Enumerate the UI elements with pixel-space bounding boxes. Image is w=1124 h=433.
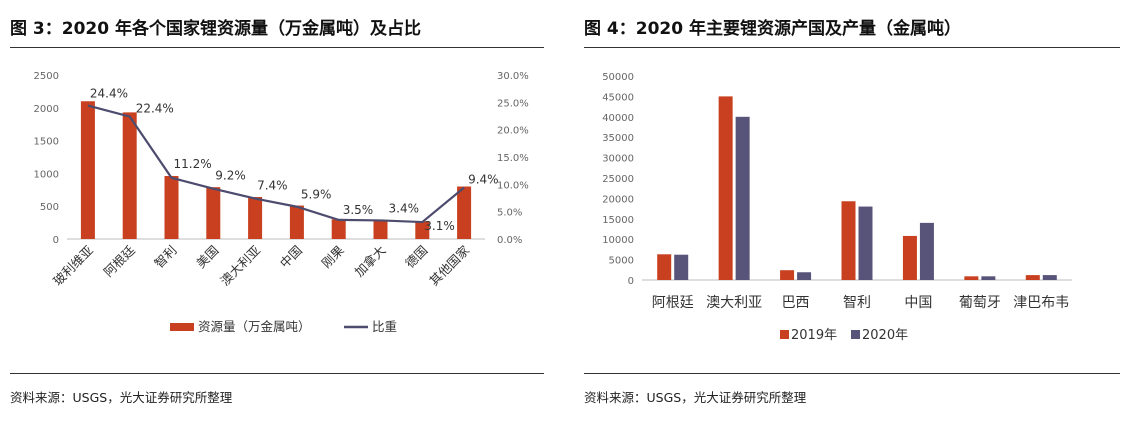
category-label: 美国 <box>193 243 221 271</box>
bar-2020 <box>735 116 750 280</box>
legend-label: 比重 <box>372 319 397 334</box>
bar-resource <box>373 219 388 239</box>
y-tick-label: 10000 <box>602 235 634 246</box>
y-tick-label: 15000 <box>602 215 634 226</box>
category-label: 德国 <box>402 243 430 271</box>
bar-2019 <box>964 276 979 280</box>
share-data-label: 7.4% <box>257 179 288 193</box>
bar-2019 <box>657 254 672 280</box>
y-tick-label: 2500 <box>34 71 59 82</box>
legend-label: 2020年 <box>862 328 908 343</box>
bar-2019 <box>718 96 733 281</box>
category-label: 中国 <box>277 243 305 271</box>
share-data-label: 9.4% <box>468 173 499 187</box>
legend-bar-swatch <box>170 323 194 331</box>
bar-2019 <box>902 235 917 280</box>
bar-2020 <box>674 254 689 280</box>
category-label: 澳大利亚 <box>706 295 762 311</box>
source-rule <box>584 373 1120 374</box>
y2-tick-label: 25.0% <box>497 98 529 109</box>
y-tick-label: 0 <box>628 276 634 287</box>
share-data-label: 9.2% <box>215 169 246 183</box>
figure-3-title: 图 3：2020 年各个国家锂资源量（万金属吨）及占比 <box>10 19 421 39</box>
share-data-label: 22.4% <box>136 102 174 116</box>
bar-resource <box>457 186 472 239</box>
y-tick-label: 25000 <box>602 174 634 185</box>
y-tick-label: 20000 <box>602 194 634 205</box>
bar-resource <box>289 205 304 239</box>
y-tick-label: 35000 <box>602 133 634 144</box>
bar-2019 <box>841 201 856 280</box>
bar-2020 <box>919 222 934 280</box>
share-data-label: 24.4% <box>90 87 128 101</box>
category-label: 刚果 <box>319 242 348 271</box>
y-tick-label: 0 <box>53 235 59 246</box>
category-label: 其他国家 <box>426 242 472 288</box>
category-label: 澳大利亚 <box>217 243 263 289</box>
title-rule <box>584 47 1120 48</box>
y-tick-label: 500 <box>40 202 59 213</box>
y-tick-label: 45000 <box>602 92 634 103</box>
lithium-production-chart: 0 5000 10000 15000 20000 25000 30000 35000 40000… <box>602 72 1072 343</box>
y-tick-label: 1000 <box>34 169 59 180</box>
figure-3-panel: 图 3：2020 年各个国家锂资源量（万金属吨）及占比 0 500 1000 1500… <box>0 0 548 433</box>
y2-tick-label: 20.0% <box>497 126 529 137</box>
figure-4-source: 资料来源：USGS，光大证券研究所整理 <box>584 390 807 405</box>
bar-resource <box>80 101 95 239</box>
category-label: 智利 <box>843 295 871 311</box>
y-tick-label: 50000 <box>602 72 634 83</box>
y2-tick-label: 0.0% <box>497 235 522 246</box>
y2-tick-label: 30.0% <box>497 71 529 82</box>
share-data-label: 3.1% <box>424 219 455 233</box>
bar-resource <box>206 187 221 239</box>
figure-3-source: 资料来源：USGS，光大证券研究所整理 <box>10 390 233 405</box>
legend-label: 2019年 <box>791 328 837 343</box>
category-label: 津巴布韦 <box>1013 295 1069 311</box>
y-tick-label: 40000 <box>602 113 634 124</box>
bar-2020 <box>981 276 996 280</box>
share-line <box>87 104 465 224</box>
y-tick-label: 30000 <box>602 154 634 165</box>
y-tick-label: 1500 <box>34 137 59 148</box>
y2-tick-label: 5.0% <box>497 208 522 219</box>
bar-resource <box>248 197 263 239</box>
category-label: 阿根廷 <box>101 242 138 279</box>
y2-tick-label: 10.0% <box>497 180 529 191</box>
bar-resource <box>415 221 430 239</box>
bar-resource <box>164 176 179 239</box>
category-label: 中国 <box>904 295 932 311</box>
legend-label: 资源量（万金属吨） <box>198 319 311 334</box>
category-label: 阿根廷 <box>652 295 694 311</box>
legend-2019-swatch <box>780 330 789 339</box>
source-rule <box>10 373 544 374</box>
category-label: 巴西 <box>782 295 810 311</box>
category-label: 智利 <box>151 243 179 271</box>
share-data-label: 5.9% <box>301 188 332 202</box>
bar-2020 <box>797 272 812 280</box>
category-label: 加拿大 <box>351 243 388 280</box>
y-tick-label: 2000 <box>34 104 59 115</box>
bar-2020 <box>858 206 873 280</box>
bar-2019 <box>1025 275 1040 280</box>
legend-2020-swatch <box>851 330 860 339</box>
bar-resource <box>331 219 346 239</box>
figure-4-title: 图 4：2020 年主要锂资源产国及产量（金属吨） <box>584 19 961 39</box>
bar-2020 <box>1042 275 1057 280</box>
y-tick-label: 5000 <box>609 256 634 267</box>
title-rule <box>10 47 544 48</box>
share-data-label: 3.5% <box>343 203 374 217</box>
share-data-label: 11.2% <box>174 157 212 171</box>
y2-tick-label: 15.0% <box>497 153 529 164</box>
figure-4-panel: 图 4：2020 年主要锂资源产国及产量（金属吨） 0 5000 10000 1500… <box>574 0 1124 433</box>
bar-resource <box>122 112 137 239</box>
bar-2019 <box>780 270 795 280</box>
share-data-label: 3.4% <box>389 201 420 215</box>
category-label: 葡萄牙 <box>959 295 1001 311</box>
category-label: 玻利维亚 <box>50 243 96 289</box>
lithium-resources-chart: 0 500 1000 1500 2000 2500 0.0% 5.0% 10.0% 15.0% 20… <box>34 71 529 334</box>
